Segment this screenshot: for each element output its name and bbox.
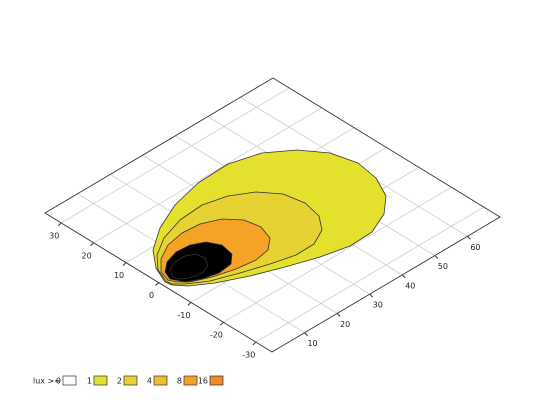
x-tick bbox=[304, 332, 308, 337]
legend-swatch bbox=[153, 375, 168, 386]
y-tick bbox=[122, 262, 127, 266]
x-tick-label: 60 bbox=[470, 243, 480, 252]
x-tick bbox=[369, 293, 374, 298]
x-tick-label: 10 bbox=[307, 339, 317, 348]
legend-swatch bbox=[209, 375, 224, 386]
legend-label: 8 bbox=[177, 377, 182, 386]
legend-label: 0 bbox=[56, 377, 61, 386]
x-tick-label: 30 bbox=[373, 301, 383, 310]
x-tick bbox=[434, 255, 439, 259]
y-tick bbox=[252, 341, 257, 346]
legend-label: 16 bbox=[198, 377, 208, 386]
luminaire-marker bbox=[176, 263, 186, 273]
y-tick bbox=[187, 302, 192, 306]
y-tick-label: -30 bbox=[242, 351, 255, 360]
x-tick bbox=[467, 235, 471, 240]
contour bbox=[169, 253, 209, 280]
x-tick-label: 50 bbox=[438, 262, 448, 271]
y-tick-label: 20 bbox=[82, 251, 92, 260]
x-tick-label: 40 bbox=[405, 281, 415, 290]
legend-label: 4 bbox=[147, 377, 152, 386]
x-tick bbox=[401, 274, 406, 279]
y-tick bbox=[90, 242, 94, 247]
y-tick-label: 10 bbox=[114, 271, 124, 280]
grid-line bbox=[223, 186, 452, 323]
legend-swatch bbox=[183, 375, 198, 386]
plot-plane bbox=[44, 77, 501, 353]
legend-swatch bbox=[62, 375, 77, 386]
y-tick-label: -20 bbox=[210, 331, 223, 340]
legend-swatch bbox=[93, 375, 108, 386]
contours bbox=[152, 149, 387, 287]
legend: lux >= 0 1 2 4 8 16 bbox=[33, 375, 224, 386]
legend-title: lux >= bbox=[33, 377, 61, 386]
legend-label: 1 bbox=[87, 377, 92, 386]
x-tick-label: 20 bbox=[340, 320, 350, 329]
y-tick bbox=[57, 222, 62, 227]
y-tick bbox=[155, 282, 159, 286]
grid-line bbox=[61, 87, 290, 224]
y-tick-label: -10 bbox=[177, 311, 190, 320]
y-tick bbox=[220, 321, 224, 326]
legend-swatch bbox=[123, 375, 138, 386]
grid-line bbox=[255, 206, 484, 343]
y-tick-label: 0 bbox=[149, 291, 154, 300]
legend-label: 2 bbox=[117, 377, 122, 386]
x-tick bbox=[336, 313, 341, 317]
y-tick-label: 30 bbox=[49, 231, 59, 240]
grid-line bbox=[93, 107, 322, 244]
